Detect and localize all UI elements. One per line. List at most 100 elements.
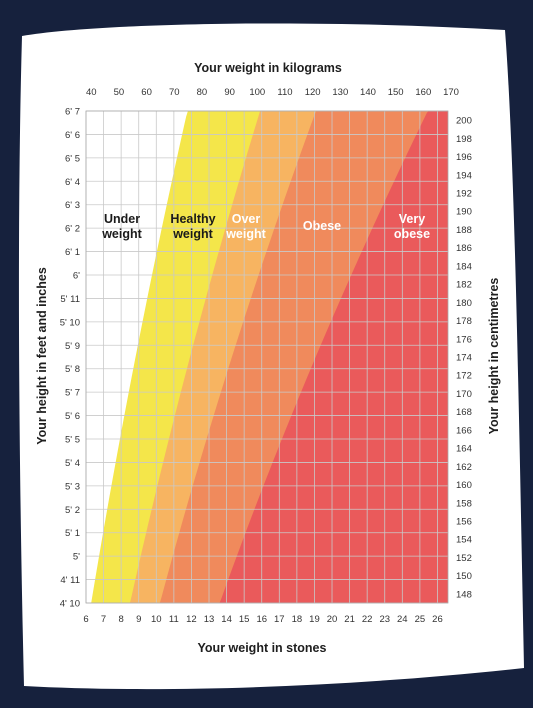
tick-stones-label: 20: [327, 614, 338, 625]
tick-stones-label: 6: [83, 614, 88, 625]
zone-very: [86, 111, 448, 603]
tick-stones-label: 7: [101, 614, 106, 625]
tick-stones-label: 19: [309, 614, 320, 625]
tick-feet-label: 5' 1: [65, 528, 80, 539]
tick-cm-label: 198: [456, 134, 472, 145]
tick-cm-label: 174: [456, 353, 472, 364]
tick-stones-label: 13: [204, 614, 215, 625]
tick-cm-label: 152: [456, 553, 472, 564]
tick-stones-label: 10: [151, 614, 162, 625]
tick-feet-label: 6' 1: [65, 247, 80, 258]
tick-cm-label: 182: [456, 280, 472, 291]
tick-stones-label: 18: [292, 614, 303, 625]
tick-stones-label: 25: [415, 614, 426, 625]
tick-cm-label: 190: [456, 207, 472, 218]
tick-stones-label: 22: [362, 614, 373, 625]
tick-feet-label: 5' 8: [65, 364, 80, 375]
right-axis-title: Your height in centimetres: [487, 278, 501, 435]
tick-kg-label: 70: [169, 87, 180, 98]
zone-label-obese: Obese: [303, 219, 341, 233]
tick-kg-label: 140: [360, 87, 376, 98]
tick-stones-label: 15: [239, 614, 250, 625]
tick-feet-label: 5' 10: [60, 317, 80, 328]
tick-cm-label: 156: [456, 517, 472, 528]
tick-stones-label: 23: [379, 614, 390, 625]
tick-cm-label: 192: [456, 189, 472, 200]
tick-feet-label: 5' 11: [60, 294, 80, 305]
tick-feet-label: 5' 3: [65, 481, 80, 492]
tick-cm-label: 170: [456, 389, 472, 400]
tick-cm-label: 176: [456, 334, 472, 345]
tick-cm-label: 186: [456, 243, 472, 254]
tick-cm-label: 148: [456, 589, 472, 600]
tick-cm-label: 166: [456, 425, 472, 436]
tick-feet-label: 6' 7: [65, 107, 80, 118]
tick-feet-label: 6': [73, 271, 80, 282]
tick-stones-label: 26: [432, 614, 443, 625]
tick-feet-label: 6' 3: [65, 200, 80, 211]
left-axis-title: Your height in feet and inches: [35, 267, 49, 445]
tick-cm-label: 154: [456, 535, 472, 546]
tick-kg-label: 60: [141, 87, 152, 98]
tick-kg-label: 170: [443, 87, 459, 98]
grid-layer: [85, 110, 449, 604]
zone-label-healthy: Healthy: [170, 212, 215, 226]
tick-stones-label: 11: [169, 614, 179, 625]
tick-stones-label: 21: [344, 614, 355, 625]
tick-feet-label: 6' 2: [65, 224, 80, 235]
zone-label-very: obese: [394, 227, 430, 241]
tick-kg-label: 150: [388, 87, 404, 98]
plot-frame: [85, 110, 449, 604]
zones-layer: [86, 111, 448, 603]
zone-label-over: Over: [232, 212, 261, 226]
tick-stones-label: 16: [256, 614, 267, 625]
tick-stones-label: 14: [221, 614, 232, 625]
tick-cm-label: 150: [456, 571, 472, 582]
tick-kg-label: 130: [332, 87, 348, 98]
tick-feet-label: 4' 10: [60, 599, 80, 610]
tick-stones-label: 8: [118, 614, 123, 625]
tick-stones-label: 9: [136, 614, 141, 625]
zone-label-very: Very: [399, 212, 425, 226]
zone-label-over: weight: [225, 227, 266, 241]
tick-cm-label: 200: [456, 116, 472, 127]
bottom-axis-title: Your weight in stones: [198, 641, 327, 655]
tick-feet-label: 5' 5: [65, 435, 80, 446]
tick-feet-label: 5' 9: [65, 341, 80, 352]
tick-feet-label: 5' 7: [65, 388, 80, 399]
zone-label-healthy: weight: [172, 227, 213, 241]
zone-label-under: weight: [101, 227, 142, 241]
tick-kg-label: 110: [277, 87, 292, 98]
tick-cm-label: 164: [456, 444, 472, 455]
tick-cm-label: 162: [456, 462, 472, 473]
tick-feet-label: 6' 4: [65, 177, 80, 188]
tick-cm-label: 196: [456, 152, 472, 163]
tick-feet-label: 5': [73, 552, 80, 563]
tick-stones-label: 12: [186, 614, 197, 625]
tick-kg-label: 160: [415, 87, 431, 98]
tick-kg-label: 100: [249, 87, 265, 98]
tick-kg-label: 90: [224, 87, 235, 98]
ticks-layer: 6 7 8 9 10 11 12 13 14 15 16 17 18 19 20 21 22 23 24 25 26 40…: [60, 87, 472, 625]
top-axis-title: Your weight in kilograms: [194, 61, 342, 75]
tick-cm-label: 160: [456, 480, 472, 491]
tick-kg-label: 80: [197, 87, 208, 98]
tick-kg-label: 50: [114, 87, 125, 98]
tick-cm-label: 180: [456, 298, 472, 309]
tick-feet-label: 5' 2: [65, 505, 80, 516]
tick-cm-label: 184: [456, 261, 472, 272]
tick-cm-label: 172: [456, 371, 472, 382]
zone-label-under: Under: [104, 212, 140, 226]
tick-feet-label: 4' 11: [60, 575, 80, 586]
tick-cm-label: 158: [456, 498, 472, 509]
tick-cm-label: 194: [456, 170, 472, 181]
tick-stones-label: 17: [274, 614, 285, 625]
tick-feet-label: 5' 6: [65, 411, 80, 422]
tick-kg-label: 40: [86, 87, 97, 98]
tick-cm-label: 188: [456, 225, 472, 236]
tick-feet-label: 6' 6: [65, 130, 80, 141]
tick-kg-label: 120: [305, 87, 321, 98]
